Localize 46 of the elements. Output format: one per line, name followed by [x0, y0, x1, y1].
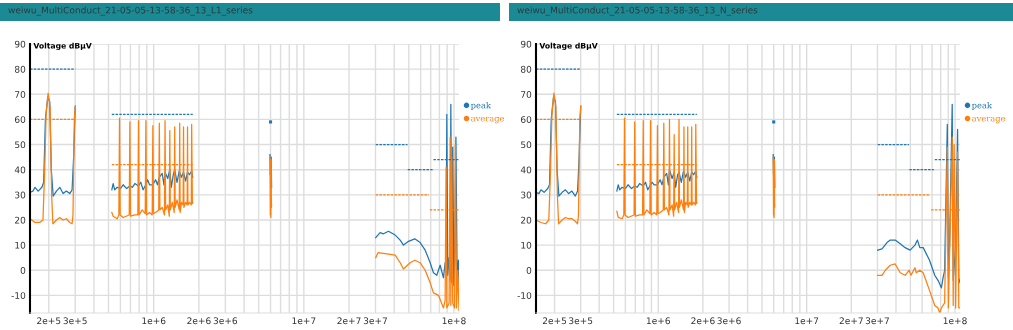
legend-label: peak: [470, 101, 492, 111]
x-tick-label: 2e+7: [337, 317, 361, 325]
x-tick-label: 3e+7: [363, 317, 388, 325]
x-tick-label: 1e+8: [943, 317, 967, 325]
x-tick-label: 1e+8: [442, 317, 466, 325]
y-tick-label: 20: [521, 216, 532, 224]
y-tick-label: 30: [521, 191, 532, 199]
x-tick-label: 1e+7: [795, 317, 819, 325]
legend-label: average: [972, 116, 1006, 124]
y-tick-label: 90: [520, 40, 532, 48]
y-tick-label: 0: [526, 266, 532, 274]
x-tick-label: 3e+6: [717, 317, 741, 325]
x-tick-label: 3e+6: [213, 317, 238, 325]
x-tick-label: 2e+6: [691, 317, 715, 325]
y-tick-label: 60: [14, 116, 26, 123]
y-tick-label: 80: [520, 65, 532, 73]
x-tick-label: 1e+7: [292, 317, 316, 325]
legend-label: peak: [971, 101, 993, 111]
y-tick-label: 70: [521, 91, 532, 98]
x-tick-label: 1e+6: [646, 317, 670, 325]
y-tick-label: 40: [520, 166, 532, 174]
x-tick-label: 3e+5: [569, 317, 593, 325]
y-tick-label: 0: [20, 266, 26, 274]
x-tick-label: 2e+5: [542, 317, 567, 325]
x-tick-label: 3e+5: [63, 317, 87, 325]
x-tick-label: 2e+5: [37, 317, 61, 325]
y-tick-label: 10: [521, 241, 532, 249]
x-tick-label: 2e+7: [839, 317, 863, 325]
y-tick-label: 10: [15, 241, 26, 249]
x-tick-label: 3e+7: [865, 317, 889, 325]
y-tick-label: -10: [517, 292, 532, 299]
chart-title: weiwu_MultiConduct_21-05-05-13-58-36_13_L1_series: [8, 6, 253, 16]
y-tick-label: 30: [15, 191, 26, 199]
chart-title: weiwu_MultiConduct_21-05-05-13-58-36_13_N_series: [517, 6, 758, 16]
y-tick-label: 60: [520, 116, 532, 123]
x-tick-label: 1e+6: [142, 317, 166, 325]
y-tick-label: 70: [15, 91, 26, 98]
y-tick-label: 20: [15, 216, 26, 224]
legend-label: average: [471, 116, 505, 124]
y-tick-label: 50: [15, 141, 26, 149]
y-tick-label: -10: [11, 292, 26, 299]
y-tick-label: 50: [521, 141, 532, 149]
y-tick-label: 80: [14, 65, 26, 73]
x-tick-label: 2e+6: [187, 317, 211, 325]
y-tick-label: 40: [14, 166, 26, 174]
y-tick-label: 90: [14, 40, 26, 48]
